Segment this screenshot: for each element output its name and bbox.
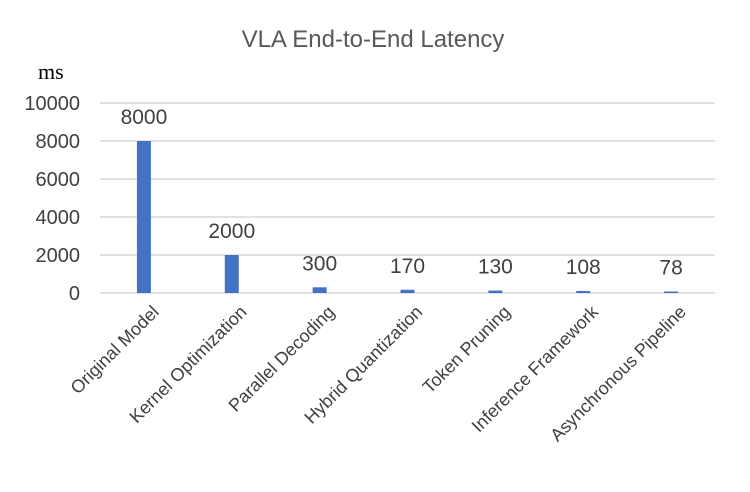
data-label: 8000	[121, 106, 168, 129]
data-label: 300	[302, 252, 337, 275]
data-label: 78	[659, 257, 682, 280]
bar-1	[224, 255, 239, 293]
y-tick-label: 2000	[36, 245, 81, 267]
y-tick-label: 10000	[24, 93, 80, 115]
bar-3	[400, 289, 415, 293]
x-tick-label: Original Model	[67, 302, 163, 398]
bar-5	[576, 290, 591, 293]
y-axis-unit-label: ms	[38, 59, 64, 84]
data-label: 108	[566, 256, 601, 279]
bar-2	[312, 287, 327, 293]
y-tick-label: 0	[69, 283, 80, 305]
data-label: 170	[390, 255, 425, 278]
data-label: 130	[478, 256, 513, 279]
y-tick-label: 8000	[36, 131, 81, 153]
y-tick-label: 6000	[36, 169, 81, 191]
x-tick-label: Token Pruning	[419, 302, 515, 398]
bar-6	[664, 291, 679, 293]
data-label: 2000	[208, 220, 255, 243]
y-tick-label: 4000	[36, 207, 81, 229]
chart-title: VLA End-to-End Latency	[242, 26, 505, 53]
bar-4	[488, 290, 503, 293]
bar-0	[136, 141, 151, 293]
